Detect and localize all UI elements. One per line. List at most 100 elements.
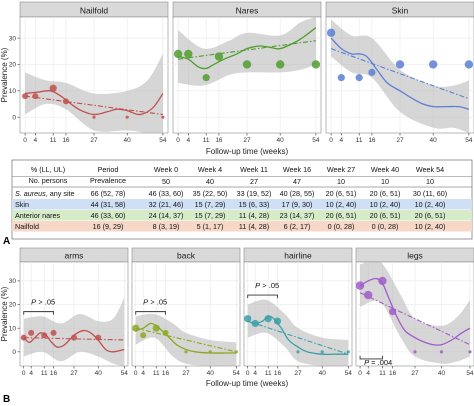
data-point-4 <box>296 350 300 354</box>
x-tick-1: 4 <box>141 370 145 377</box>
x-tick-0: 0 <box>23 137 27 144</box>
x-tick-1: 4 <box>366 370 370 377</box>
table-cell-6: 10 (2, 40) <box>415 222 446 231</box>
table-cell-1: 15 (7, 29) <box>195 211 226 220</box>
b-y-tick-3: 30 <box>9 278 17 285</box>
x-tick-2: 11 <box>153 370 160 377</box>
b-y-tick-1: 10 <box>9 325 17 332</box>
confidence-band <box>360 262 470 364</box>
data-point-4 <box>242 60 252 69</box>
x-tick-5: 40 <box>430 137 438 144</box>
a-y-tick-0: 0 <box>12 114 16 121</box>
table-col-1: Week 4 <box>198 165 222 174</box>
x-tick-0: 0 <box>329 137 333 144</box>
table-cell-1: 5 (1, 17) <box>197 222 224 231</box>
facet-title: hairline <box>284 251 312 261</box>
trend-line <box>359 292 471 346</box>
facet-nares: Nares 0 4 11 16 27 40 54 <box>172 1 322 144</box>
x-tick-0: 0 <box>246 370 250 377</box>
facet-title: back <box>177 251 196 261</box>
table-cell-5: 10 (2, 40) <box>370 200 401 209</box>
b-y-axis-title: Prevalence (%) <box>0 286 9 341</box>
x-tick-1: 4 <box>253 370 257 377</box>
table-row-period: 16 (9, 29) <box>93 222 124 231</box>
table-row: S. aureus, any site 66 (52, 78) 46 (33, 60… <box>15 189 447 198</box>
facet-title: Nares <box>236 6 259 16</box>
table-col-2: Week 11 <box>240 165 268 174</box>
x-tick-4: 27 <box>182 370 190 377</box>
x-tick-4: 27 <box>70 370 78 377</box>
x-tick-6: 54 <box>312 137 320 144</box>
facet-title: Skin <box>392 6 409 16</box>
table-row-period: 44 (31, 58) <box>91 200 126 209</box>
p-value-annotation: P = .004 <box>359 355 392 367</box>
x-tick-5: 40 <box>319 370 327 377</box>
table-cell-2: 11 (4, 28) <box>239 211 269 220</box>
annotation-bracket <box>23 311 54 315</box>
b-y-tick-0: 0 <box>12 349 16 356</box>
table-cell-5: 20 (6, 51) <box>370 211 401 220</box>
data-point-0 <box>244 315 252 323</box>
confidence-band <box>331 19 469 133</box>
x-tick-2: 11 <box>379 370 386 377</box>
x-tick-2: 11 <box>203 137 210 144</box>
annotation-text: P > .05 <box>255 281 279 290</box>
facet-skin: Skin 0 4 11 16 27 40 54 <box>325 1 474 144</box>
x-tick-1: 4 <box>186 137 190 144</box>
smooth-line <box>247 315 349 356</box>
smooth-line <box>23 329 125 353</box>
table-cell-3: 17 (9, 30) <box>282 200 313 209</box>
table-cell-4: 20 (6, 51) <box>326 211 357 220</box>
smooth-line <box>25 90 164 116</box>
x-tick-0: 0 <box>358 370 362 377</box>
data-point-6 <box>346 350 350 354</box>
x-tick-1: 4 <box>29 370 33 377</box>
x-tick-6: 54 <box>121 370 129 377</box>
annotation-bracket <box>135 311 166 315</box>
facet-plot-area <box>356 262 472 364</box>
data-point-3 <box>368 68 376 76</box>
data-point-0 <box>20 334 27 341</box>
a-x-axis-title: Follow-up time (weeks) <box>206 147 289 156</box>
smooth-line <box>135 322 237 354</box>
x-tick-4: 27 <box>411 370 419 377</box>
table-cell-2: 11 (4, 28) <box>239 222 269 231</box>
table-cell-4: 0 (0, 28) <box>328 222 355 231</box>
b-y-tick-2: 20 <box>9 302 17 309</box>
x-tick-5: 40 <box>124 137 132 144</box>
table-cell-6: 20 (6, 51) <box>415 211 446 220</box>
a-y-axis-title: Prevalence (%) <box>0 47 9 102</box>
confidence-band <box>247 299 349 366</box>
x-tick-3: 16 <box>274 370 282 377</box>
table-col-5: Week 40 <box>371 165 399 174</box>
data-point-0 <box>22 93 29 100</box>
table-row: Nailfold 16 (9, 29) 8 (3, 19) 5 (1, 17) 11 (… <box>12 221 472 232</box>
facet-hairline: hairline 0 4 11 16 27 40 54 P > .05 <box>243 247 353 377</box>
x-tick-4: 27 <box>396 137 404 144</box>
trend-line <box>135 327 237 353</box>
table-header-ci: % (LL, UL) <box>31 165 65 174</box>
a-y-tick-3: 30 <box>9 35 17 42</box>
data-point-2 <box>152 324 160 332</box>
data-point-6 <box>311 60 321 69</box>
x-tick-0: 0 <box>176 137 180 144</box>
section-label-b: B <box>3 394 10 405</box>
a-y-tick-1: 10 <box>9 88 17 95</box>
confidence-band <box>25 53 163 133</box>
facet-plot-area <box>326 19 474 133</box>
data-point-3 <box>389 308 397 316</box>
p-value-annotation: P > .05 <box>247 281 279 299</box>
p-value-annotation: P > .05 <box>23 298 55 315</box>
data-point-6 <box>234 350 238 354</box>
facet-plot-area <box>22 53 165 133</box>
x-tick-0: 0 <box>134 370 138 377</box>
facet-title: legs <box>407 251 423 261</box>
data-point-5 <box>275 60 285 69</box>
trend-line <box>25 95 163 116</box>
x-tick-2: 11 <box>356 137 363 144</box>
data-point-2 <box>41 332 48 339</box>
table-row-bg <box>12 221 472 232</box>
x-tick-3: 16 <box>50 370 58 377</box>
data-point-2 <box>202 74 210 82</box>
